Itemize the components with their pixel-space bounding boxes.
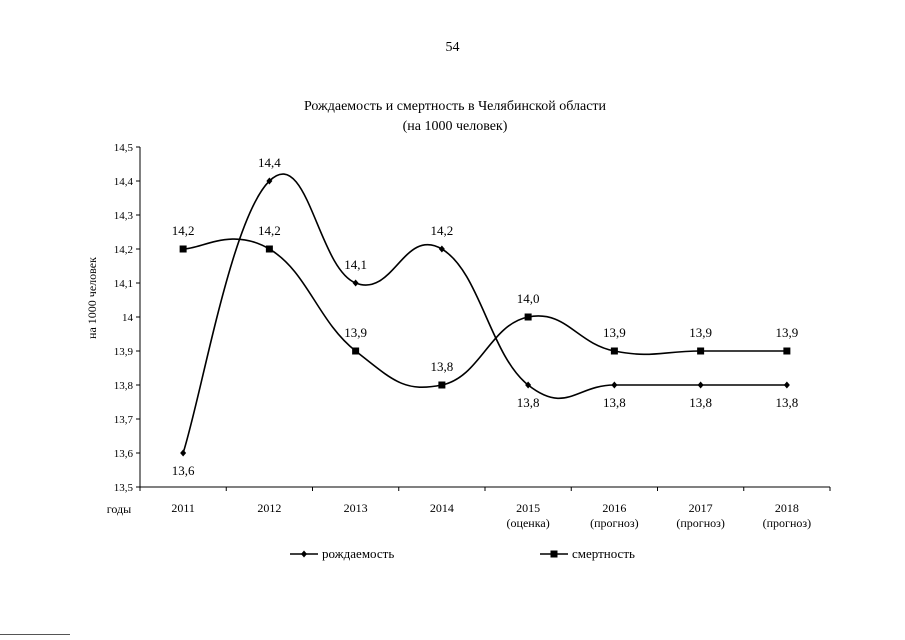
mortality-data-label: 13,9: [689, 325, 712, 340]
mortality-data-label: 13,8: [431, 359, 454, 374]
x-tick-label: 2016: [602, 501, 626, 515]
x-axis-label: годы: [107, 502, 131, 516]
birth-rate-point: [525, 381, 532, 389]
birth-rate-data-label: 13,8: [603, 395, 626, 410]
mortality-point: [265, 245, 273, 253]
x-tick-label: 2014: [430, 501, 454, 515]
x-tick-note: (прогноз): [590, 516, 639, 530]
mortality-line: [183, 238, 787, 388]
y-tick-label: 13,9: [114, 346, 134, 358]
mortality-point: [697, 347, 705, 355]
birth-rate-point: [438, 245, 445, 253]
x-tick-label: 2012: [257, 501, 281, 515]
y-tick-label: 14,5: [114, 142, 134, 154]
y-tick-label: 14,1: [114, 278, 133, 290]
series-mortality: 14,2 14,2 13,9 13,8 14,0 13,9 13,9 13,9: [172, 223, 799, 389]
birth-rate-point: [783, 381, 790, 389]
birth-rate-line: [182, 173, 787, 454]
y-axis-label: на 1000 человек: [85, 257, 99, 339]
y-tick-label: 13,7: [114, 414, 134, 426]
mortality-point: [352, 347, 360, 355]
mortality-data-label: 14,2: [258, 223, 281, 238]
x-tick-note: (прогноз): [763, 516, 812, 530]
y-tick-label: 14,2: [114, 244, 133, 256]
birth-rate-data-label: 14,1: [344, 257, 367, 272]
legend-birth-rate-label: рождаемость: [322, 546, 394, 561]
mortality-point: [610, 347, 618, 355]
x-tick-label: 2017: [689, 501, 713, 515]
axes: 13,5 13,6 13,7 13,8 13,9 14 14,1 14,2 14,3 14,4 14…: [114, 142, 831, 530]
birth-rate-data-label: 13,6: [172, 463, 195, 478]
birth-rate-point: [611, 381, 618, 389]
mortality-data-label: 14,2: [172, 223, 195, 238]
legend-mortality-marker: [550, 550, 558, 558]
y-tick-label: 14,4: [114, 176, 134, 188]
y-tick-label: 14: [122, 312, 134, 324]
x-tick-label: 2011: [171, 501, 195, 515]
footer-rule: [0, 634, 70, 635]
x-tick-label: 2018: [775, 501, 799, 515]
legend-birth-rate-marker: [301, 550, 307, 558]
mortality-point: [179, 245, 187, 253]
mortality-point: [438, 381, 446, 389]
chart-title: Рождаемость и смертность в Челябинской о…: [304, 99, 607, 114]
x-tick-label: 2013: [344, 501, 368, 515]
x-tick-label: 2015: [516, 501, 540, 515]
birth-rate-data-label: 14,2: [431, 223, 454, 238]
birth-rate-data-label: 14,4: [258, 155, 281, 170]
birth-rate-data-label: 13,8: [776, 395, 799, 410]
birth-rate-point: [266, 177, 273, 185]
mortality-point: [524, 313, 532, 321]
x-tick-note: (прогноз): [676, 516, 725, 530]
y-tick-label: 13,8: [114, 380, 134, 392]
chart-subtitle: (на 1000 человек): [403, 119, 508, 134]
birth-rate-point: [352, 279, 359, 287]
legend: рождаемость смертность: [290, 546, 635, 561]
series-birth-rate: 13,6 14,4 14,1 14,2 13,8 13,8 13,8 13,8: [172, 155, 799, 478]
x-tick-note: (оценка): [507, 516, 550, 530]
birth-rate-data-label: 13,8: [689, 395, 712, 410]
mortality-point: [783, 347, 791, 355]
mortality-data-label: 13,9: [344, 325, 367, 340]
series: 13,614,414,114,213,8 13,8 13,8 13,814,2 14,2…: [172, 155, 799, 478]
mortality-data-label: 14,0: [517, 291, 540, 306]
birth-rate-data-label: 13,8: [517, 395, 540, 410]
mortality-data-label: 13,9: [603, 325, 626, 340]
mortality-data-label: 13,9: [776, 325, 799, 340]
y-tick-label: 14,3: [114, 210, 134, 222]
page-number: 54: [445, 40, 460, 55]
y-tick-label: 13,5: [114, 482, 134, 494]
birth-rate-point: [180, 449, 187, 457]
legend-mortality-label: смертность: [572, 546, 635, 561]
birth-rate-point: [697, 381, 704, 389]
y-tick-label: 13,6: [114, 448, 134, 460]
